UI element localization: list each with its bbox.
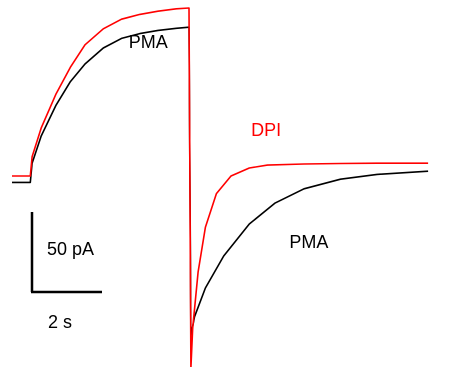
scale-bar-time-label: 2 s [48, 312, 72, 332]
scale-bar-current-label: 50 pA [47, 239, 94, 259]
trace-pma [12, 27, 428, 336]
trace-labels-group: DPI PMA DPI PMA [129, 0, 329, 252]
trace-dpi [12, 8, 428, 367]
trace-label-dpi-3: DPI [251, 120, 281, 140]
scale-bar: 50 pA 2 s [31, 212, 102, 332]
trace-label-pma-2: PMA [129, 32, 168, 52]
trace-label-dpi-1: DPI [195, 0, 225, 4]
trace-label-pma-4: PMA [289, 232, 328, 252]
traces-group [12, 8, 428, 367]
